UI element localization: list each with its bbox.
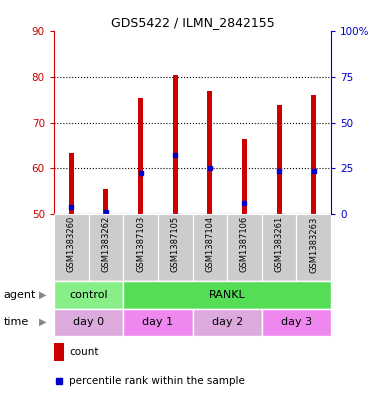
Text: GSM1383261: GSM1383261 (275, 216, 284, 272)
Text: RANKL: RANKL (209, 290, 246, 300)
Text: count: count (69, 347, 99, 356)
Bar (69, 152, 74, 214)
Text: GSM1387103: GSM1387103 (136, 216, 145, 272)
Text: ▶: ▶ (38, 290, 46, 300)
Text: GSM1383262: GSM1383262 (101, 216, 110, 272)
Bar (158, 214, 192, 281)
Bar (192, 309, 262, 336)
Text: percentile rank within the sample: percentile rank within the sample (69, 376, 245, 386)
Text: time: time (4, 317, 29, 327)
Bar (54, 343, 64, 361)
Text: agent: agent (4, 290, 36, 300)
Bar (138, 98, 143, 214)
Bar (123, 309, 192, 336)
Text: GSM1387105: GSM1387105 (171, 216, 180, 272)
Text: GSM1383263: GSM1383263 (309, 216, 318, 273)
Bar (54, 214, 89, 281)
Bar (207, 91, 213, 214)
Title: GDS5422 / ILMN_2842155: GDS5422 / ILMN_2842155 (110, 16, 275, 29)
Text: control: control (69, 290, 108, 300)
Bar (242, 139, 247, 214)
Bar (311, 95, 316, 214)
Bar (262, 309, 331, 336)
Bar (123, 281, 331, 309)
Text: day 3: day 3 (281, 317, 312, 327)
Bar (54, 281, 123, 309)
Bar (103, 189, 109, 214)
Bar (54, 309, 123, 336)
Bar (89, 214, 123, 281)
Bar (296, 214, 331, 281)
Bar (276, 105, 282, 214)
Bar (172, 75, 178, 214)
Text: GSM1387104: GSM1387104 (205, 216, 214, 272)
Bar (262, 214, 296, 281)
Bar (227, 214, 262, 281)
Text: day 2: day 2 (211, 317, 243, 327)
Text: day 0: day 0 (73, 317, 104, 327)
Text: GSM1387106: GSM1387106 (240, 216, 249, 272)
Bar (123, 214, 158, 281)
Text: GSM1383260: GSM1383260 (67, 216, 76, 272)
Bar (192, 214, 227, 281)
Text: day 1: day 1 (142, 317, 173, 327)
Text: ▶: ▶ (38, 317, 46, 327)
